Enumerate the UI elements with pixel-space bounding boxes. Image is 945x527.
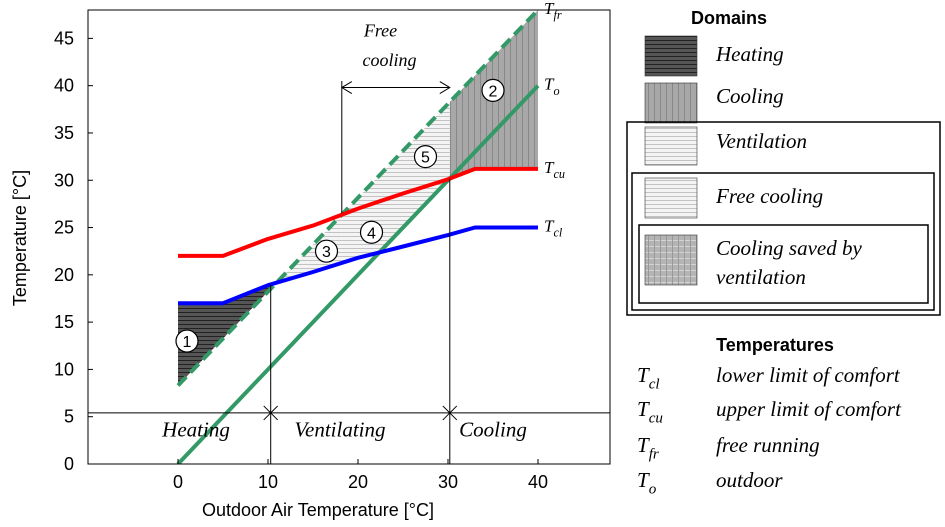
legend-temperatures-title: Temperatures (716, 335, 834, 355)
region-marker-label-3: 3 (322, 244, 331, 261)
legend-temp-symbol: Tcu (637, 397, 663, 426)
series-label-to-main: T (544, 75, 555, 94)
legend-swatch-cooling (644, 82, 698, 124)
legend-domain-label-2: ventilation (716, 265, 806, 289)
series-label-tcu-sub: cu (553, 167, 565, 181)
legend-swatch-ventilation (644, 177, 698, 219)
series-label-tfr-main: T (544, 0, 555, 18)
legend-temp-symbol: Tcl (637, 363, 660, 392)
series-label-to-sub: o (553, 84, 559, 98)
legend-temp-symbol-sub: o (649, 481, 657, 497)
region-marker-3 (314, 239, 339, 263)
series-label-tcl: Tcl (544, 217, 563, 240)
x-tick-label: 30 (438, 472, 458, 492)
region-marker-2 (481, 78, 505, 102)
y-axis-title: Temperature [°C] (10, 170, 30, 306)
x-tick-label: 10 (258, 472, 278, 492)
legend-temp-desc: upper limit of comfort (716, 397, 902, 421)
legend-temp-symbol-main: T (637, 363, 650, 387)
series-line-tcu (178, 166, 538, 258)
mode-boundary-arrows (263, 405, 279, 421)
legend-domain-label: Free cooling (715, 184, 823, 208)
legend-temp-desc: outdoor (716, 468, 783, 492)
region-marker-4 (359, 220, 384, 244)
legend-temp-desc: free running (716, 433, 820, 457)
region-marker-label-2: 2 (489, 83, 498, 100)
y-tick-label: 25 (54, 218, 74, 238)
legend-temp-symbol-sub: fr (649, 446, 659, 462)
y-tick-label: 40 (54, 76, 74, 96)
legend-temp-symbol-main: T (637, 433, 650, 457)
legend-temp-symbol-main: T (637, 397, 650, 421)
series-label-tcu: Tcu (544, 158, 565, 181)
heating-region (178, 284, 271, 386)
x-tick-label: 20 (348, 472, 368, 492)
legend: Domains Heating Cooling Ventilation Free coo… (626, 8, 941, 497)
legend-domain-label: Cooling (716, 84, 784, 108)
y-tick-label: 30 (54, 170, 74, 190)
series-label-tcu-main: T (544, 158, 555, 177)
free-cooling-label-line2: cooling (363, 50, 417, 70)
region-marker-5 (413, 145, 438, 169)
series-label-tcl-main: T (544, 217, 555, 236)
series-lines (176, 10, 540, 464)
mode-label-ventilating: Ventilating (295, 418, 386, 442)
legend-domain-label: Ventilation (716, 129, 807, 153)
legend-swatch-heating (644, 35, 698, 77)
region-marker-label-5: 5 (421, 150, 430, 167)
y-tick-label: 15 (54, 312, 74, 332)
region-marker-1 (175, 329, 199, 353)
y-tick-label: 35 (54, 123, 74, 143)
free-cooling-arrows (340, 81, 451, 94)
y-tick-label: 10 (54, 359, 74, 379)
series-label-tfr: Tfr (544, 0, 562, 22)
legend-swatch-saved (644, 234, 698, 286)
region-marker-label-4: 4 (367, 225, 376, 242)
legend-domain-label: Heating (715, 42, 784, 66)
mode-label-heating: Heating (161, 418, 230, 442)
series-line-tfr (176, 10, 540, 387)
x-axis-title: Outdoor Air Temperature [°C] (202, 500, 434, 520)
legend-temp-symbol-sub: cu (649, 410, 664, 426)
legend-temp-symbol: Tfr (637, 433, 659, 462)
x-tick-label: 40 (528, 472, 548, 492)
legend-swatch-ventilation (644, 126, 698, 166)
y-tick-label: 5 (64, 407, 74, 427)
legend-box-ventilation (626, 121, 941, 316)
mode-boundary-arrows (442, 405, 458, 421)
region-marker-label-1: 1 (183, 334, 192, 351)
y-tick-label: 45 (54, 28, 74, 48)
series-label-tfr-sub: fr (553, 8, 561, 22)
y-tick-label: 0 (64, 454, 74, 474)
legend-temp-symbol-main: T (637, 468, 650, 492)
free-cooling-label-line1: Free (363, 20, 397, 40)
legend-domains-title: Domains (691, 8, 767, 28)
series-label-to: To (544, 75, 560, 98)
mode-label-cooling: Cooling (459, 418, 527, 442)
legend-box-cooling-saved (638, 224, 929, 304)
series-label-tcl-sub: cl (553, 226, 562, 240)
legend-temp-symbol: To (637, 468, 657, 497)
y-tick-label: 20 (54, 265, 74, 285)
legend-temp-symbol-sub: cl (649, 376, 660, 392)
legend-box-free-cooling (631, 172, 935, 311)
legend-domain-label: Cooling saved by (716, 236, 862, 260)
plot-frame (87, 9, 611, 465)
legend-temp-desc: lower limit of comfort (716, 363, 901, 387)
series-line-to (176, 84, 540, 464)
x-tick-label: 0 (173, 472, 183, 492)
series-line-tcl (178, 225, 538, 306)
